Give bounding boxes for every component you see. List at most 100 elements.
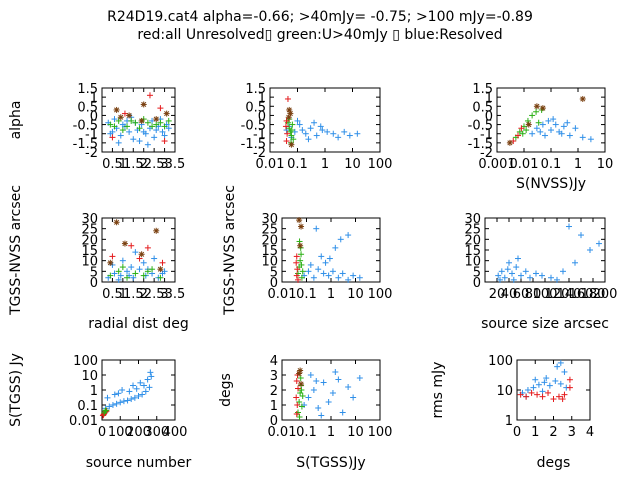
data-point-green xyxy=(103,407,110,414)
x-tick-label: 2.5 xyxy=(144,157,165,172)
data-point-blue xyxy=(117,132,124,139)
data-point-dark xyxy=(117,114,124,121)
data-point-green xyxy=(296,414,303,420)
y-tick-label: 10 xyxy=(464,255,481,270)
panel-p2: 0.01 0.1 1 10 100-2-1.5-1-0.500.511.5 xyxy=(241,82,393,172)
data-point-red xyxy=(284,95,291,102)
data-point-green xyxy=(296,238,303,245)
data-point-blue xyxy=(318,412,325,419)
y-tick-label: -0.5 xyxy=(73,119,98,134)
data-point-green xyxy=(149,123,156,130)
x-tick-label: 3.5 xyxy=(165,157,186,172)
data-point-blue xyxy=(130,382,137,389)
data-point-blue xyxy=(497,276,503,283)
data-point-red xyxy=(528,389,535,396)
data-point-blue xyxy=(543,375,550,382)
y-tick-label: 15 xyxy=(81,244,98,259)
data-point-dark xyxy=(113,219,120,226)
data-point-green xyxy=(157,119,164,126)
y-tick-label: 20 xyxy=(81,233,98,248)
data-point-green xyxy=(149,266,156,273)
data-point-blue xyxy=(126,128,133,135)
data-point-blue xyxy=(537,128,544,135)
data-point-blue xyxy=(326,255,333,262)
data-point-red xyxy=(293,378,300,384)
data-point-blue xyxy=(345,232,352,239)
data-point-blue xyxy=(119,257,126,264)
data-point-blue xyxy=(498,268,505,275)
data-point-blue xyxy=(144,376,151,383)
data-point-red xyxy=(561,391,568,398)
data-point-red xyxy=(293,253,300,260)
y-tick-label: 3 xyxy=(270,369,278,384)
y-tick-label: 25 xyxy=(261,223,278,238)
x-tick-label: 100 xyxy=(108,425,133,440)
data-point-green xyxy=(298,251,305,258)
data-point-dark xyxy=(138,117,145,124)
y-tick-label: 0 xyxy=(90,109,98,124)
data-point-red xyxy=(293,272,300,279)
data-point-red xyxy=(283,138,290,145)
x-tick-label: 20 xyxy=(489,287,506,302)
y-tick-label: 0.5 xyxy=(472,100,493,115)
x-tick-label: 60 xyxy=(513,287,530,302)
x-axis-label: S(NVSS)Jy xyxy=(516,176,586,192)
data-point-blue xyxy=(548,274,554,281)
data-point-blue xyxy=(117,399,124,406)
plot-frame xyxy=(281,217,381,283)
y-tick-label: 0 xyxy=(90,276,98,291)
data-point-blue xyxy=(329,268,336,275)
data-point-blue xyxy=(130,136,137,143)
data-point-blue xyxy=(506,259,512,266)
y-tick-label: 5 xyxy=(473,265,481,280)
data-point-green xyxy=(298,274,305,281)
x-tick-label: 100 xyxy=(368,425,393,440)
x-tick-label: 160 xyxy=(569,287,594,302)
data-point-green xyxy=(298,403,305,410)
chart-title-line-2: red:all Unresolved▯ green:U>40mJy ▯ blue… xyxy=(137,27,503,43)
y-axis-label: rms mJy xyxy=(430,362,446,419)
data-point-green xyxy=(111,123,118,130)
x-tick-label: 0.5 xyxy=(102,157,123,172)
data-point-red xyxy=(293,394,300,401)
y-tick-label: 4 xyxy=(270,354,278,369)
y-tick-label: 30 xyxy=(464,212,481,227)
x-tick-label: 10 xyxy=(597,157,614,172)
data-point-dark xyxy=(287,110,294,117)
data-point-blue xyxy=(115,276,122,283)
data-point-red xyxy=(293,259,300,266)
data-point-blue xyxy=(533,270,539,277)
y-tick-label: 1.5 xyxy=(472,82,493,97)
x-tick-label: 100 xyxy=(368,287,393,302)
data-point-blue xyxy=(356,375,363,381)
y-tick-label: 10 xyxy=(496,384,513,399)
data-point-red xyxy=(284,130,291,137)
x-tick-label: 1.5 xyxy=(123,157,144,172)
data-point-blue xyxy=(119,387,126,393)
y-tick-label: -1.5 xyxy=(73,137,98,152)
data-point-dark xyxy=(138,251,145,258)
data-point-red xyxy=(161,138,168,145)
data-point-blue xyxy=(535,381,542,388)
y-tick-label: -0.5 xyxy=(241,119,266,134)
data-point-blue xyxy=(104,394,111,401)
x-tick-label: 10 xyxy=(344,157,361,172)
data-point-blue xyxy=(509,270,515,277)
data-point-blue xyxy=(558,130,565,137)
data-point-green xyxy=(161,123,168,130)
x-tick-label: 0.5 xyxy=(102,287,123,302)
data-point-blue xyxy=(311,119,318,126)
data-point-green xyxy=(533,108,540,115)
y-tick-label: 0.01 xyxy=(69,414,98,429)
data-point-red xyxy=(293,411,300,417)
data-point-blue xyxy=(137,379,144,386)
data-point-blue xyxy=(296,121,303,128)
data-point-blue xyxy=(539,272,545,279)
x-tick-label: 100 xyxy=(368,157,393,172)
data-point-blue xyxy=(151,255,158,262)
x-tick-label: 0.1 xyxy=(296,425,317,440)
data-point-green xyxy=(107,272,114,279)
data-point-blue xyxy=(151,134,158,141)
